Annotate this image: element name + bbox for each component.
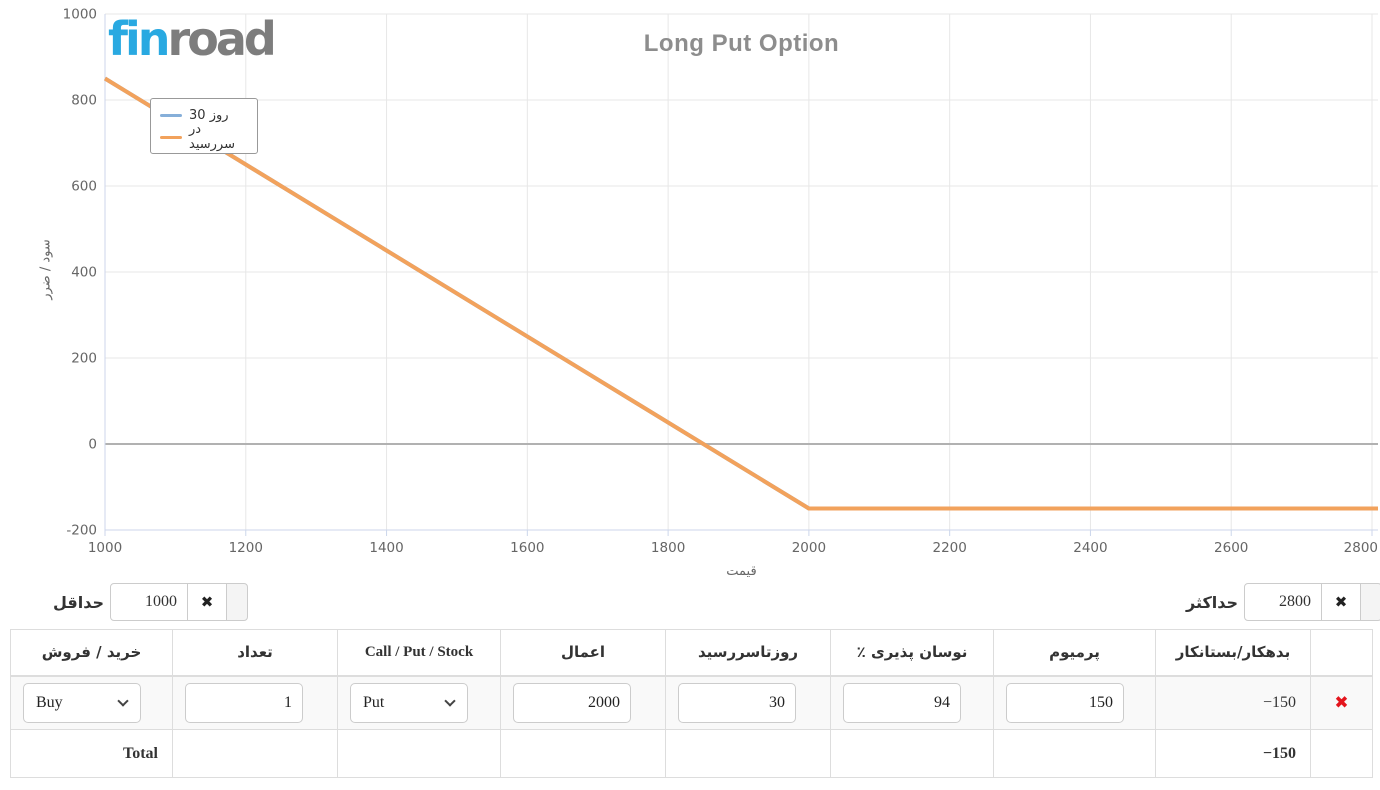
header-quantity: تعداد <box>172 629 338 677</box>
header-strike: اعمال <box>500 629 666 677</box>
legend-item-0[interactable]: 30 روز <box>160 104 248 126</box>
x-tick-label: 1600 <box>510 540 544 556</box>
legend-item-1[interactable]: در سررسید <box>160 122 248 152</box>
header-days-to-maturity: روزتاسررسید <box>665 629 831 677</box>
positions-table: خرید / فروش تعداد Call / Put / Stock اعم… <box>10 629 1373 778</box>
y-tick-label: -200 <box>66 523 97 539</box>
max-input[interactable] <box>1244 583 1323 621</box>
x-tick-label: 1200 <box>229 540 263 556</box>
logo-fin: fin <box>108 12 171 66</box>
buy-sell-select[interactable]: Buy <box>23 682 141 723</box>
clear-x-icon: ✖ <box>200 593 214 611</box>
table-header-row: خرید / فروش تعداد Call / Put / Stock اعم… <box>10 629 1373 677</box>
quantity-input[interactable] <box>185 682 303 723</box>
header-volatility: ٪ نوسان پذیری <box>830 629 994 677</box>
y-tick-label: 0 <box>88 437 97 453</box>
y-tick-label: 1000 <box>63 7 97 23</box>
max-clear-button[interactable]: ✖ <box>1321 583 1362 621</box>
chart-legend: 30 روز در سررسید <box>150 98 258 154</box>
total-row: Total −150 <box>10 729 1373 778</box>
x-tick-label: 2200 <box>932 540 966 556</box>
header-premium: پرمیوم <box>993 629 1156 677</box>
position-row: Buy Put −150 ✖ <box>10 675 1373 730</box>
red-x-icon: ✖ <box>1334 692 1349 713</box>
header-buy-sell: خرید / فروش <box>10 629 173 677</box>
x-tick-label: 2600 <box>1214 540 1248 556</box>
total-empty-cell <box>830 729 994 778</box>
legend-label: 30 روز <box>189 107 229 123</box>
delete-row-button[interactable]: ✖ <box>1328 692 1354 714</box>
min-label: حداقل <box>53 592 105 612</box>
y-tick-label: 800 <box>71 93 97 109</box>
y-tick-label: 400 <box>71 265 97 281</box>
total-empty-cell <box>665 729 831 778</box>
series-line-1 <box>103 76 1378 511</box>
header-debit-credit: بدهکار/بستانکار <box>1155 629 1311 677</box>
total-empty-cell <box>500 729 666 778</box>
finroad-logo: finroad <box>108 16 277 62</box>
row-debit-value: −150 <box>1155 675 1311 730</box>
x-tick-label: 1000 <box>88 540 122 556</box>
x-tick-label: 1400 <box>369 540 403 556</box>
total-empty-cell <box>172 729 338 778</box>
min-clear-button[interactable]: ✖ <box>187 583 228 621</box>
header-call-put-stock: Call / Put / Stock <box>337 629 501 677</box>
total-empty-cell <box>1310 729 1373 778</box>
strike-input[interactable] <box>513 682 631 723</box>
days-input[interactable] <box>678 682 796 723</box>
legend-label: در سررسید <box>189 122 235 152</box>
total-debit-value: −150 <box>1155 729 1311 778</box>
total-empty-cell <box>337 729 501 778</box>
payoff-chart: 1000 1200 1400 1600 1800 2000 2200 2400 2600 2800… <box>38 7 1378 579</box>
chart-canvas: 1000 1200 1400 1600 1800 2000 2200 2400 2600 2800… <box>63 7 1378 556</box>
max-empty-addon-button[interactable] <box>1360 583 1380 621</box>
y-axis-title: سود / ضرر <box>38 239 54 300</box>
x-tick-label: 2800 <box>1344 540 1378 556</box>
header-actions <box>1310 629 1373 677</box>
min-empty-addon-button[interactable] <box>226 583 249 621</box>
premium-input[interactable] <box>1006 682 1124 723</box>
y-tick-label: 200 <box>71 351 97 367</box>
x-tick-label: 1800 <box>651 540 685 556</box>
x-axis-title: قیمت <box>726 564 757 579</box>
chart-title: Long Put Option <box>643 30 840 57</box>
logo-road: road <box>167 12 277 66</box>
clear-x-icon: ✖ <box>1334 593 1348 611</box>
volatility-input[interactable] <box>843 682 961 723</box>
total-label: Total <box>10 729 173 778</box>
legend-line-swatch <box>160 113 182 117</box>
call-put-stock-select[interactable]: Put <box>350 682 468 723</box>
min-input[interactable] <box>110 583 189 621</box>
max-range-control: حداکثر ✖ <box>1186 583 1380 621</box>
legend-line-swatch <box>160 135 182 139</box>
max-label: حداکثر <box>1186 592 1239 612</box>
min-range-control: حداقل ✖ <box>53 583 249 621</box>
total-empty-cell <box>993 729 1156 778</box>
y-tick-label: 600 <box>71 179 97 195</box>
x-tick-label: 2400 <box>1073 540 1107 556</box>
x-tick-label: 2000 <box>792 540 826 556</box>
